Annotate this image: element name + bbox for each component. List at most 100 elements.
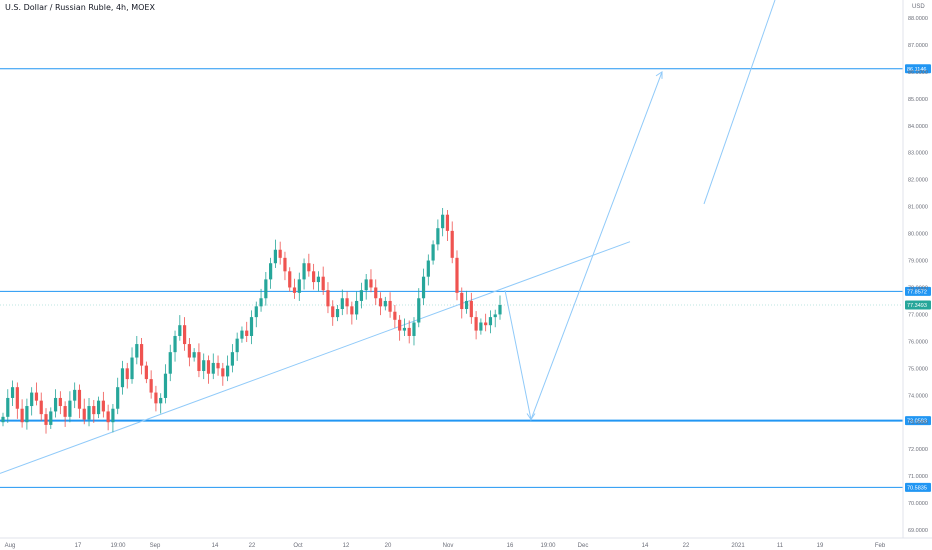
candle-body: [96, 400, 101, 415]
candle-body: [278, 249, 282, 258]
time-tick-label: Dec: [578, 543, 589, 549]
candle-body: [355, 300, 359, 315]
candle-body: [25, 406, 29, 423]
level-price-label: 73.0583: [907, 419, 927, 425]
candle-body: [34, 392, 39, 401]
candle-body: [254, 306, 258, 318]
time-tick-label: Oct: [293, 543, 303, 549]
time-tick-label: 20: [385, 543, 392, 549]
candle-body: [163, 373, 168, 398]
candle-body: [44, 414, 48, 425]
candle-body: [302, 263, 306, 280]
candle-body: [235, 338, 239, 353]
projection-path: [504, 71, 663, 422]
candle-body: [149, 379, 153, 393]
projection-arrowhead: [526, 413, 536, 421]
candle-body: [484, 322, 488, 326]
candle-body: [378, 298, 383, 307]
candle-body: [182, 325, 187, 345]
candle-body: [178, 325, 182, 336]
candles: [1, 207, 502, 434]
candle-body: [1, 416, 5, 423]
time-tick-label: 2021: [731, 543, 745, 549]
time-tick-label: Feb: [875, 543, 886, 549]
candle-body: [111, 408, 115, 423]
candle-body: [273, 249, 277, 264]
time-tick-label: Aug: [5, 543, 16, 549]
candle-body: [326, 290, 330, 307]
price-tick-label: 72.0000: [908, 447, 928, 453]
projection-line: [703, 0, 776, 205]
candle-body: [87, 406, 91, 420]
price-tick-label: 86.0000: [908, 70, 928, 76]
candle-body: [402, 327, 407, 331]
candle-body: [269, 263, 273, 280]
level-price-tag: [905, 64, 931, 74]
candle-body: [407, 327, 411, 336]
candle-body: [125, 368, 129, 380]
candle-body: [154, 392, 158, 404]
candle-body: [350, 306, 354, 315]
candle-body: [245, 330, 249, 336]
price-tick-label: 71.0000: [908, 474, 928, 480]
candle-body: [82, 408, 86, 420]
time-tick-label: 19: [817, 543, 824, 549]
candle-body: [412, 322, 416, 336]
price-tick-label: 82.0000: [908, 178, 928, 184]
candle-body: [135, 344, 139, 358]
candle-body: [159, 397, 163, 404]
candle-body: [226, 365, 230, 377]
candle-body: [6, 397, 10, 417]
candle-body: [202, 360, 206, 372]
candle-body: [369, 279, 373, 288]
candle-body: [340, 298, 344, 310]
price-tick-label: 87.0000: [908, 43, 928, 49]
candle-body: [92, 406, 96, 415]
candle-body: [388, 300, 392, 312]
time-tick-label: 11: [777, 543, 784, 549]
chart-title: U.S. Dollar / Russian Ruble, 4h, MOEX: [5, 3, 155, 12]
candle-body: [374, 287, 378, 299]
candle-body: [421, 276, 426, 299]
candle-body: [63, 406, 67, 417]
price-tick-label: 69.0000: [908, 528, 928, 534]
time-tick-label: 19:00: [540, 543, 556, 549]
candle-body: [393, 311, 397, 320]
candle-body: [10, 387, 15, 398]
time-tick-label: 22: [249, 543, 256, 549]
price-tick-label: 83.0000: [908, 151, 928, 157]
candle-body: [345, 298, 349, 307]
candle-body: [106, 411, 110, 423]
candle-body: [216, 362, 220, 369]
candle-body: [259, 298, 263, 307]
candle-body: [288, 271, 292, 288]
price-tick-label: 88.0000: [908, 16, 928, 22]
last-price-tag: [905, 300, 931, 310]
level-price-label: 70.5835: [907, 485, 927, 491]
candle-body: [359, 290, 364, 301]
candle-body: [331, 306, 335, 318]
candle-body: [206, 360, 211, 374]
candle-body: [426, 260, 430, 277]
time-tick-label: 16: [507, 543, 514, 549]
candle-body: [474, 317, 478, 331]
candle-body: [431, 244, 435, 261]
candle-body: [230, 352, 234, 366]
trend-lines: [0, 0, 776, 474]
candle-body: [49, 411, 53, 425]
candle-body: [450, 230, 454, 258]
candle-body: [469, 300, 473, 318]
candle-body: [383, 300, 387, 307]
candle-body: [436, 228, 440, 245]
price-tick-label: 79.0000: [908, 259, 928, 265]
candle-body: [68, 400, 72, 417]
candle-body: [460, 292, 464, 310]
time-tick-label: 14: [212, 543, 219, 549]
candle-body: [120, 368, 125, 388]
price-tick-label: 73.0000: [908, 420, 928, 426]
candle-body: [211, 362, 215, 374]
candle-body: [101, 400, 105, 412]
candle-body: [307, 263, 311, 272]
